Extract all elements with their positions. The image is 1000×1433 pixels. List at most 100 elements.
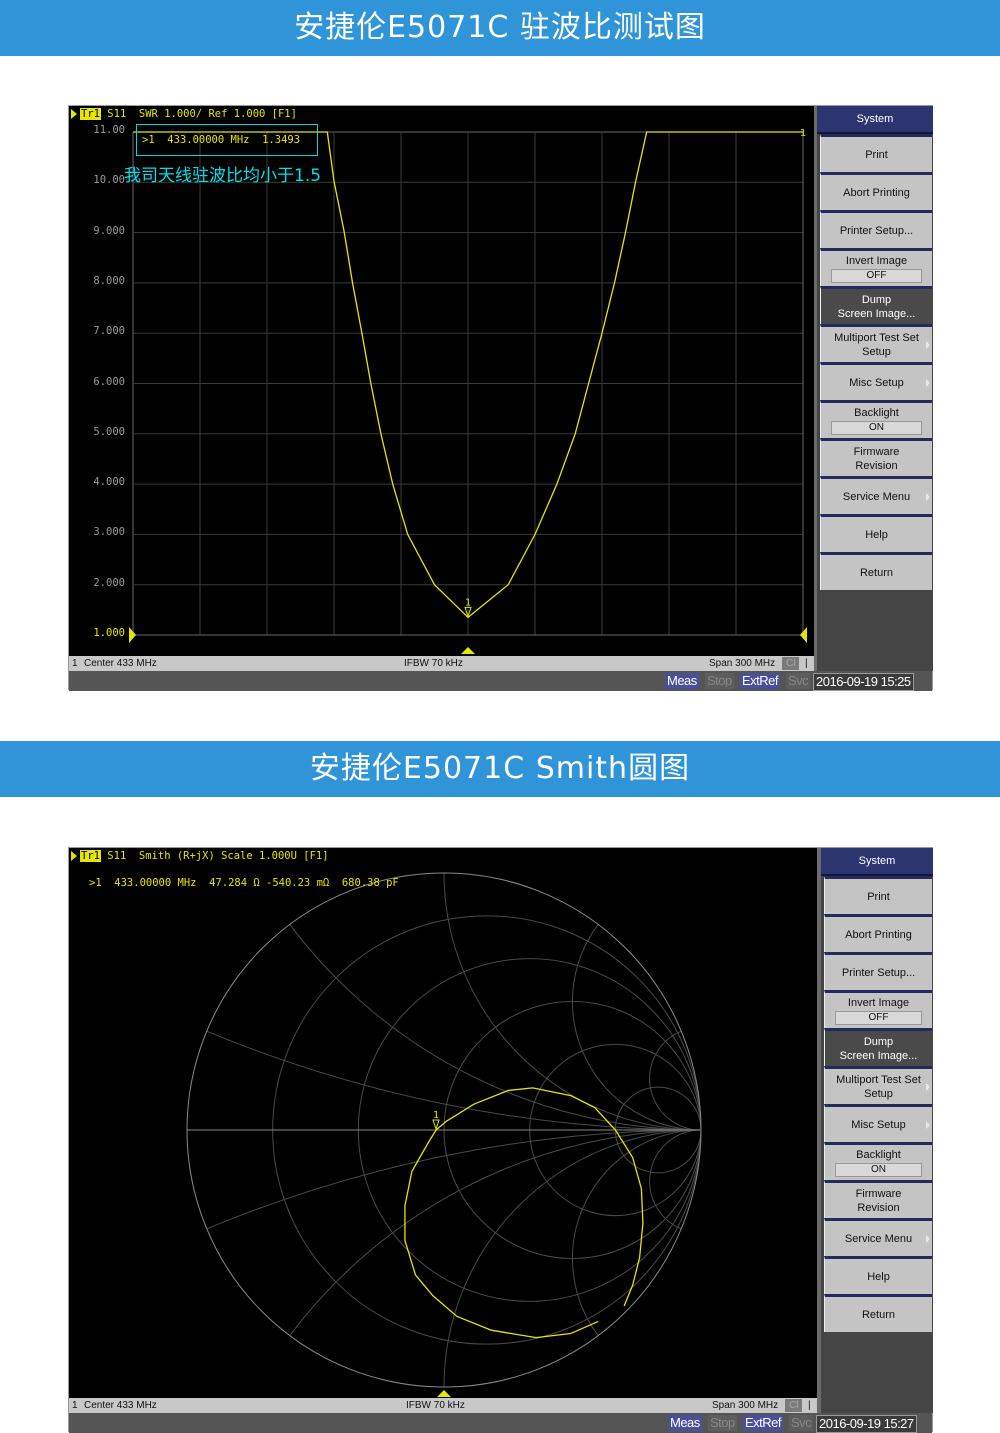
swr-chart: 11	[129, 128, 807, 654]
reference-position-right-icon	[800, 627, 807, 643]
softkey-print[interactable]: Print	[820, 134, 932, 172]
softkey-print[interactable]: Print	[824, 876, 932, 914]
play-triangle-icon	[71, 109, 77, 119]
reactance-arc	[289, 924, 702, 1131]
cal-indicator: Cl	[782, 657, 800, 670]
reactance-arc	[443, 872, 702, 1131]
y-tick-label: 4.000	[93, 476, 125, 489]
softkey-help[interactable]: Help	[824, 1256, 932, 1294]
banner-title: 安捷伦E5071C 驻波比测试图	[294, 10, 706, 45]
stimulus-marker-icon	[437, 1390, 451, 1397]
softkey-abort-printing[interactable]: Abort Printing	[820, 172, 932, 210]
softkey-label: Printer Setup...	[839, 224, 914, 237]
smith-trace	[404, 1087, 644, 1339]
y-tick-label: 2.000	[93, 576, 125, 589]
extref-indicator: ExtRef	[743, 1415, 784, 1431]
softkey-misc-setup[interactable]: Misc Setup	[820, 362, 932, 400]
softkey-label: Firmware	[853, 445, 900, 458]
softkey-value: ON	[831, 421, 922, 435]
submenu-arrow-icon	[926, 1120, 930, 1129]
reactance-arc	[572, 924, 702, 1131]
softkey-label: Print	[865, 148, 888, 161]
softkey-misc-setup[interactable]: Misc Setup	[824, 1104, 932, 1142]
y-tick-label: 9.000	[93, 224, 125, 237]
softkey-return[interactable]: Return	[820, 552, 932, 590]
status-separator: |	[805, 658, 808, 669]
unit-circle	[186, 872, 702, 1388]
play-triangle-icon	[71, 851, 77, 861]
softkey-invert-image[interactable]: Invert Image OFF	[820, 248, 932, 286]
plot-area: Tr1 S11 Smith (R+jX) Scale 1.000U [F1] 1…	[69, 848, 817, 1398]
softkey-multiport-test-set[interactable]: Multiport Test Set Setup	[824, 1066, 932, 1104]
softkey-sublabel: Setup	[864, 1087, 893, 1100]
status-bar: 1 Center 433 MHz IFBW 70 kHz Span 300 MH…	[69, 1398, 817, 1413]
softkey-return[interactable]: Return	[824, 1294, 932, 1332]
banner-title: 安捷伦E5071C Smith圆图	[309, 751, 691, 786]
softkey-label: Misc Setup	[849, 376, 904, 389]
datetime: 2016-09-19 15:25	[813, 673, 914, 691]
smith-chart: 1	[186, 872, 702, 1397]
center-frequency[interactable]: Center 433 MHz	[84, 1400, 157, 1411]
softkey-backlight[interactable]: Backlight ON	[820, 400, 932, 438]
softkey-sublabel: Screen Image...	[837, 307, 916, 320]
softkey-label: Backlight	[854, 407, 899, 419]
cal-indicator: Cl	[785, 1399, 803, 1412]
softkey-label: Multiport Test Set	[834, 331, 919, 344]
softkey-multiport-test-set[interactable]: Multiport Test Set Setup	[820, 324, 932, 362]
softkey-firmware[interactable]: Firmware Revision	[820, 438, 932, 476]
softkey-service-menu[interactable]: Service Menu	[820, 476, 932, 514]
softkey-sublabel: Screen Image...	[839, 1049, 918, 1062]
softkey-abort-printing[interactable]: Abort Printing	[824, 914, 932, 952]
trace-header-text: S11 Smith (R+jX) Scale 1.000U [F1]	[107, 850, 329, 862]
ifbw[interactable]: IFBW 70 kHz	[406, 1400, 465, 1411]
stop-indicator: Stop	[708, 1415, 737, 1431]
analyzer-screen-swr: Tr1 S11 SWR 1.000/ Ref 1.000 [F1] 11.00 1…	[68, 105, 933, 691]
softkey-label: Return	[859, 566, 894, 579]
softkey-label: Dump	[861, 293, 892, 306]
marker-readout-box: >1 433.00000 MHz 1.3493	[136, 124, 318, 156]
softkey-label: Invert Image	[845, 255, 908, 267]
submenu-arrow-icon	[926, 340, 930, 349]
softkey-menu-title: System	[821, 848, 933, 876]
reactance-arc	[649, 1030, 702, 1131]
softkey-service-menu[interactable]: Service Menu	[824, 1218, 932, 1256]
span[interactable]: Span 300 MHz	[709, 658, 776, 669]
marker-readout: >1 433.00000 MHz 47.284 Ω -540.23 mΩ 680…	[89, 877, 399, 889]
ifbw[interactable]: IFBW 70 kHz	[404, 658, 463, 669]
softkey-panel: System Print Abort Printing Printer Setup..…	[817, 106, 933, 671]
softkey-label: Dump	[863, 1035, 894, 1048]
softkey-sublabel: Revision	[857, 1201, 900, 1214]
y-tick-label: 11.00	[93, 124, 125, 136]
marker-triangle-icon	[464, 606, 472, 619]
extref-indicator: ExtRef	[740, 673, 781, 689]
channel-number: 1	[72, 658, 78, 669]
softkey-label: Service Menu	[842, 490, 911, 503]
softkey-printer-setup[interactable]: Printer Setup...	[820, 210, 932, 248]
trace-badge[interactable]: Tr1	[80, 850, 101, 862]
softkey-value: OFF	[835, 1011, 922, 1025]
softkey-label: Abort Printing	[845, 928, 912, 941]
annotation-text: 我司天线驻波比均小于1.5	[124, 166, 322, 186]
softkey-backlight[interactable]: Backlight ON	[824, 1142, 932, 1180]
softkey-value: OFF	[831, 269, 922, 283]
center-frequency[interactable]: Center 433 MHz	[84, 658, 157, 669]
softkey-label: Print	[867, 890, 890, 903]
softkey-invert-image[interactable]: Invert Image OFF	[824, 990, 932, 1028]
submenu-arrow-icon	[926, 378, 930, 387]
softkey-firmware[interactable]: Firmware Revision	[824, 1180, 932, 1218]
softkey-label: Help	[865, 528, 888, 541]
instrument-status-bar: Meas Stop ExtRef Svc 2016-09-19 15:25	[69, 671, 932, 691]
softkey-dump[interactable]: Dump Screen Image...	[820, 286, 932, 324]
softkey-label: Firmware	[855, 1187, 902, 1200]
trace-badge[interactable]: Tr1	[80, 108, 101, 120]
svc-indicator: Svc	[789, 1415, 814, 1431]
softkey-label: Invert Image	[847, 997, 910, 1009]
softkey-dump[interactable]: Dump Screen Image...	[824, 1028, 932, 1066]
stimulus-marker-icon	[461, 647, 475, 654]
softkey-label: Printer Setup...	[841, 966, 916, 979]
softkey-label: Multiport Test Set	[836, 1073, 921, 1086]
softkey-label: Abort Printing	[843, 186, 910, 199]
softkey-help[interactable]: Help	[820, 514, 932, 552]
softkey-printer-setup[interactable]: Printer Setup...	[824, 952, 932, 990]
span[interactable]: Span 300 MHz	[712, 1400, 779, 1411]
